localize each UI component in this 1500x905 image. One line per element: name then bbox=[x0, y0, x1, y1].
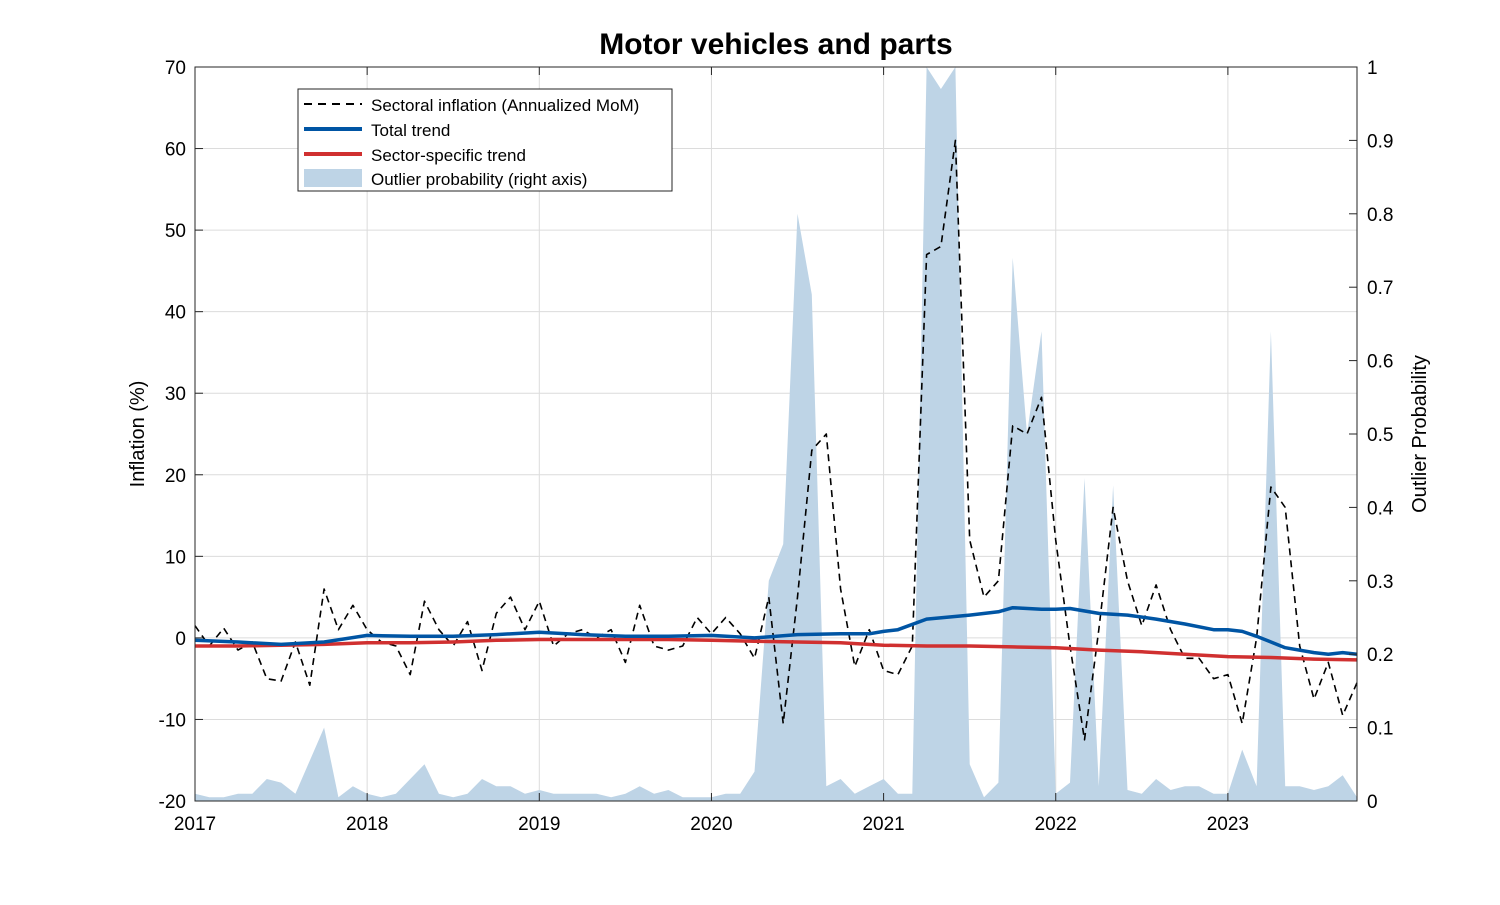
outlier-probability-area bbox=[195, 67, 1357, 801]
y2-tick-label: 1 bbox=[1367, 58, 1378, 79]
legend-outlier-swatch bbox=[304, 169, 362, 187]
x-tick-label: 2019 bbox=[518, 814, 560, 835]
y-axis-label: Inflation (%) bbox=[127, 381, 149, 488]
sector-specific-trend-line bbox=[195, 637, 1358, 662]
x-tick-label: 2018 bbox=[346, 814, 388, 835]
y2-tick-label: 0.8 bbox=[1367, 205, 1393, 226]
y2-tick-label: 0 bbox=[1367, 792, 1378, 813]
legend: Sectoral inflation (Annualized MoM) Tota… bbox=[297, 88, 673, 192]
legend-total-trend-label: Total trend bbox=[371, 121, 450, 140]
y-tick-label: 40 bbox=[165, 303, 186, 324]
line-layer bbox=[194, 139, 1358, 741]
y2-tick-label: 0.2 bbox=[1367, 645, 1393, 666]
legend-sector-trend-label: Sector-specific trend bbox=[371, 146, 526, 165]
legend-outlier-label: Outlier probability (right axis) bbox=[371, 170, 587, 189]
y2-axis-label: Outlier Probability bbox=[1409, 355, 1431, 513]
outlier-area-layer bbox=[195, 67, 1357, 801]
chart-title: Motor vehicles and parts bbox=[599, 28, 952, 61]
ticks: 2017 2018 2019 2020 2021 2022 2023-20-10010203… bbox=[159, 58, 1394, 835]
y-tick-label: -20 bbox=[159, 792, 186, 813]
y-tick-label: -10 bbox=[159, 710, 186, 731]
y-tick-label: 0 bbox=[175, 629, 186, 650]
y-tick-label: 30 bbox=[165, 384, 186, 405]
y2-tick-label: 0.6 bbox=[1367, 352, 1393, 373]
y2-tick-label: 0.1 bbox=[1367, 719, 1393, 740]
y-tick-label: 20 bbox=[165, 466, 186, 487]
y-tick-label: 50 bbox=[165, 221, 186, 242]
x-tick-label: 2023 bbox=[1207, 814, 1249, 835]
y2-tick-label: 0.3 bbox=[1367, 572, 1393, 593]
sectoral-inflation-line bbox=[194, 139, 1358, 741]
total-trend-line bbox=[194, 605, 1358, 656]
y-tick-label: 70 bbox=[165, 58, 186, 79]
legend-sectoral-label: Sectoral inflation (Annualized MoM) bbox=[371, 96, 639, 115]
y-tick-label: 60 bbox=[165, 140, 186, 161]
y2-tick-label: 0.7 bbox=[1367, 278, 1393, 299]
x-tick-label: 2022 bbox=[1035, 814, 1077, 835]
y2-tick-label: 0.9 bbox=[1367, 131, 1393, 152]
y-tick-label: 10 bbox=[165, 547, 186, 568]
x-tick-label: 2020 bbox=[690, 814, 732, 835]
y2-tick-label: 0.4 bbox=[1367, 498, 1394, 519]
x-tick-label: 2017 bbox=[174, 814, 216, 835]
x-tick-label: 2021 bbox=[862, 814, 904, 835]
y2-tick-label: 0.5 bbox=[1367, 425, 1393, 446]
